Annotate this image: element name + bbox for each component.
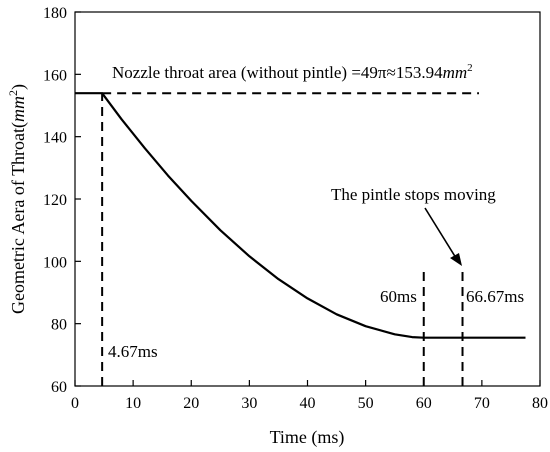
x-tick-label-40: 40 bbox=[300, 395, 316, 412]
time-label-60ms: 60ms bbox=[380, 287, 417, 306]
x-tick-label-0: 0 bbox=[71, 395, 79, 412]
x-tick-label-20: 20 bbox=[183, 395, 199, 412]
y-axis-label-unit: mm bbox=[8, 96, 28, 122]
y-axis-label-prefix: Geometric Aera of Throat( bbox=[8, 122, 29, 314]
y-axis-label-exp: 2 bbox=[6, 90, 20, 96]
x-tick-label-30: 30 bbox=[241, 395, 257, 412]
y-axis-label-suffix: ) bbox=[8, 84, 29, 90]
pintle-stop-arrow bbox=[424, 207, 457, 259]
x-tick-label-70: 70 bbox=[474, 395, 490, 412]
x-axis-label: Time (ms) bbox=[270, 427, 345, 448]
y-tick-label-180: 180 bbox=[43, 5, 67, 22]
series-layer bbox=[75, 92, 526, 339]
x-tick-label-10: 10 bbox=[125, 395, 141, 412]
reference-lines bbox=[101, 92, 479, 386]
throat-area-exp: 2 bbox=[467, 62, 473, 74]
y-tick-label-160: 160 bbox=[43, 67, 67, 84]
tick-labels: 0 10 20 30 40 50 60 70 80 60 80 100 120 140 160 180 bbox=[43, 5, 548, 412]
y-tick-label-120: 120 bbox=[43, 192, 67, 209]
throat-area-unit: mm bbox=[443, 63, 468, 82]
throat-area-annotation: Nozzle throat area (without pintle) =49π… bbox=[112, 62, 473, 82]
ticks-layer bbox=[74, 11, 541, 387]
y-tick-label-80: 80 bbox=[51, 317, 67, 334]
time-label-66-67ms: 66.67ms bbox=[466, 287, 524, 306]
x-tick-label-50: 50 bbox=[358, 395, 374, 412]
pintle-stop-label: The pintle stops moving bbox=[331, 185, 496, 204]
y-tick-label-100: 100 bbox=[43, 254, 67, 271]
time-label-4-67ms: 4.67ms bbox=[108, 342, 158, 361]
y-tick-label-60: 60 bbox=[51, 379, 67, 396]
pintle-stop-arrowhead bbox=[450, 253, 462, 266]
y-tick-label-140: 140 bbox=[43, 130, 67, 147]
plot-frame bbox=[74, 11, 541, 387]
y-axis-label: Geometric Aera of Throat(mm2) bbox=[6, 84, 29, 314]
x-tick-label-60: 60 bbox=[416, 395, 432, 412]
throat-area-text: Nozzle throat area (without pintle) =49π… bbox=[112, 63, 443, 82]
x-tick-label-80: 80 bbox=[532, 395, 548, 412]
series-line-0 bbox=[75, 92, 526, 339]
